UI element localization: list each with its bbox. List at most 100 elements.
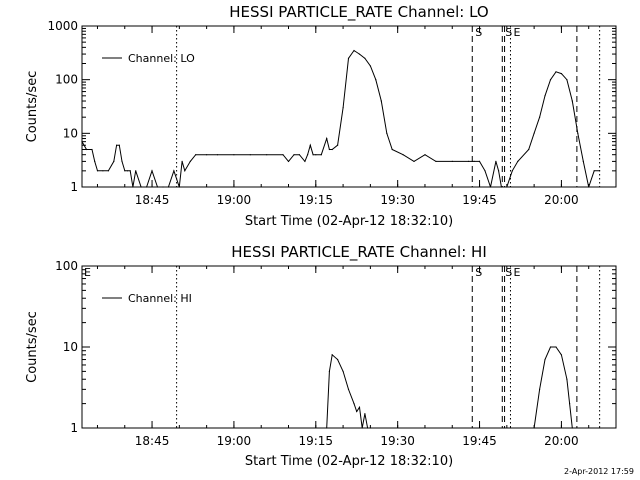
lo-event-marker-2: S — [505, 26, 512, 39]
lo-data-point — [94, 160, 96, 162]
hi-data-point — [328, 370, 330, 372]
lo-data-point — [566, 79, 568, 81]
lo-data-point — [178, 186, 180, 188]
hi-data-point — [331, 354, 333, 356]
lo-data-point — [478, 160, 481, 162]
lo-data-point — [517, 160, 519, 162]
lo-data-point — [555, 71, 557, 73]
hi-data-point — [555, 346, 557, 348]
lo-data-point — [151, 170, 153, 172]
lo-data-point — [181, 160, 183, 162]
lo-data-point — [364, 57, 366, 59]
lo-data-point — [544, 95, 546, 97]
hi-x-axis-label: Start Time (02-Apr-12 18:32:10) — [245, 454, 453, 469]
lo-data-point — [184, 170, 186, 172]
lo-data-point — [528, 148, 530, 151]
lo-data-point — [435, 160, 437, 162]
lo-data-point — [495, 160, 497, 162]
hi-series-line-0-1 — [533, 346, 573, 428]
lo-data-point — [156, 186, 159, 188]
lo-data-point — [304, 160, 306, 162]
lo-x-tick-label-3: 19:30 — [380, 193, 415, 207]
lo-data-point — [315, 154, 317, 156]
hi-data-point — [361, 427, 363, 429]
lo-data-point — [468, 160, 470, 162]
lo-data-point — [266, 154, 268, 156]
lo-data-point — [347, 57, 350, 59]
lo-data-point — [539, 116, 541, 118]
lo-data-point — [312, 154, 314, 156]
lo-data-point — [386, 132, 388, 134]
lo-data-point — [473, 160, 475, 162]
lo-data-point — [126, 170, 129, 172]
lo-data-point — [375, 79, 377, 81]
hi-event-marker-2: S — [505, 266, 512, 279]
lo-y-tick-label-2: 100 — [55, 73, 78, 87]
hi-data-point — [347, 388, 350, 390]
lo-y-tick-label-0: 1 — [70, 180, 78, 194]
lo-data-point — [588, 186, 590, 188]
lo-data-point — [173, 170, 175, 172]
lo-data-point — [113, 160, 115, 162]
stamp-text: 2-Apr-2012 17:59 — [564, 467, 634, 476]
hi-data-point — [549, 346, 552, 348]
lo-data-point — [293, 154, 295, 156]
lo-data-point — [167, 186, 169, 188]
lo-x-tick-label-2: 19:15 — [298, 193, 333, 207]
lo-data-point — [309, 144, 311, 146]
hi-data-point — [353, 403, 355, 405]
hi-x-tick-label-1: 19:00 — [217, 434, 252, 448]
hi-x-tick-label-4: 19:45 — [462, 434, 497, 448]
lo-data-point — [307, 154, 309, 156]
lo-data-point — [353, 49, 355, 52]
hi-x-tick-label-0: 18:45 — [135, 434, 170, 448]
hi-corner-marker: E — [84, 266, 91, 279]
lo-data-point — [424, 154, 426, 156]
lo-y-tick-label-1: 10 — [63, 126, 78, 140]
lo-data-point — [498, 170, 500, 172]
hi-data-point — [539, 388, 541, 390]
lo-data-point — [369, 65, 371, 67]
hi-plot-frame — [81, 265, 617, 429]
lo-data-point — [342, 107, 344, 109]
lo-data-point — [533, 132, 535, 134]
lo-data-point — [328, 148, 330, 151]
lo-data-point — [560, 73, 563, 75]
lo-data-point — [599, 170, 601, 172]
hi-y-axis-label: Counts/sec — [25, 311, 40, 383]
lo-data-point — [96, 170, 99, 172]
hi-data-point — [569, 403, 571, 405]
lo-x-tick-label-5: 20:00 — [544, 193, 579, 207]
lo-data-point — [489, 186, 492, 188]
lo-legend-label: Channel: LO — [128, 52, 195, 65]
lo-data-point — [249, 154, 251, 156]
lo-data-point — [195, 154, 197, 156]
hi-data-point — [356, 410, 358, 413]
lo-data-point — [593, 170, 595, 172]
lo-data-point — [358, 53, 361, 55]
lo-data-point — [140, 186, 142, 188]
hi-y-tick-label-1: 10 — [63, 340, 78, 354]
hi-event-marker-4: E — [513, 266, 520, 279]
lo-data-point — [233, 154, 235, 156]
lo-data-point — [107, 170, 109, 172]
lo-data-point — [282, 154, 284, 156]
lo-y-axis-label: Counts/sec — [25, 71, 40, 143]
lo-data-point — [326, 137, 328, 140]
lo-data-point — [331, 148, 333, 151]
lo-data-point — [81, 141, 83, 143]
lo-data-point — [85, 148, 88, 151]
lo-data-point — [124, 170, 126, 172]
lo-data-point — [129, 170, 131, 172]
hi-y-tick-label-2: 100 — [55, 259, 78, 273]
lo-data-point — [337, 144, 339, 146]
lo-x-tick-label-0: 18:45 — [135, 193, 170, 207]
lo-data-point — [298, 154, 300, 156]
lo-data-point — [380, 100, 382, 102]
lo-plot-frame — [81, 25, 617, 188]
hi-data-point — [364, 413, 366, 415]
hi-legend-label: Channel: HI — [128, 292, 192, 305]
hi-data-point — [533, 427, 535, 429]
lo-data-point — [216, 154, 219, 156]
lo-data-point — [511, 170, 513, 172]
